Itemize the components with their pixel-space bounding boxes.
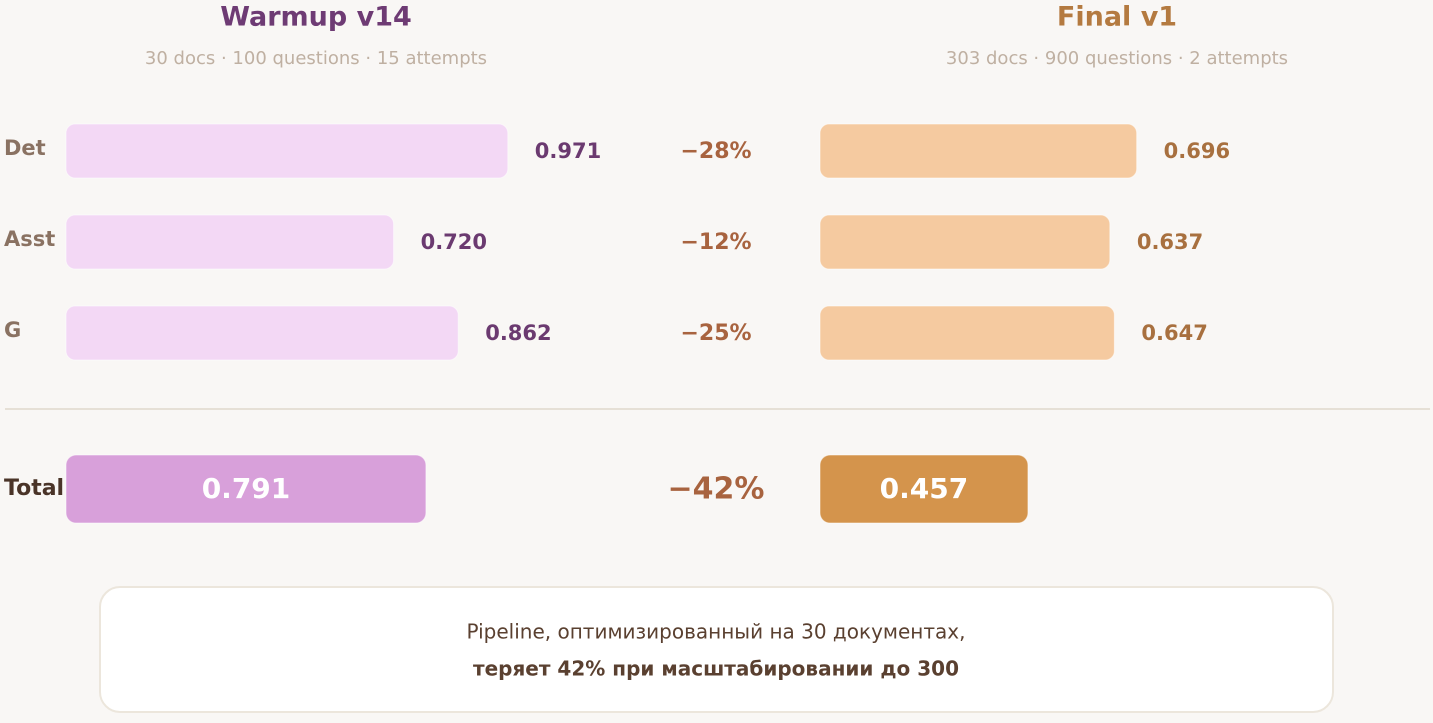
total-bar — [65, 454, 427, 524]
total-value: 0.457 — [880, 472, 969, 505]
bar — [65, 123, 509, 179]
note-box — [99, 586, 1334, 713]
bar — [65, 214, 395, 270]
value-label: 0.971 — [535, 139, 601, 163]
category-label: G — [4, 318, 21, 342]
bar — [819, 214, 1111, 270]
change-label: −28% — [680, 139, 751, 164]
value-label: 0.696 — [1164, 139, 1230, 163]
category-label: Asst — [4, 227, 55, 251]
series-subtitle: 303 docs · 900 questions · 2 attempts — [946, 48, 1288, 69]
series-title: Warmup v14 — [220, 2, 412, 33]
change-label: −25% — [680, 321, 751, 346]
series-title: Final v1 — [1057, 2, 1177, 33]
total-bar — [819, 454, 1029, 524]
bar — [65, 305, 459, 361]
value-label: 0.862 — [485, 321, 551, 345]
value-label: 0.647 — [1141, 321, 1207, 345]
bar — [819, 123, 1138, 179]
category-label: Det — [4, 136, 46, 160]
series-subtitle: 30 docs · 100 questions · 15 attempts — [145, 48, 487, 69]
bar — [819, 305, 1115, 361]
value-label: 0.637 — [1137, 230, 1203, 254]
note-line: Pipeline, оптимизированный на 30 докумен… — [467, 620, 966, 644]
note-emphasis: теряет 42% при масштабировании до 300 — [473, 657, 959, 681]
total-change: −42% — [668, 472, 765, 507]
total-value: 0.791 — [202, 472, 291, 505]
value-label: 0.720 — [421, 230, 487, 254]
total-label: Total — [4, 476, 64, 501]
change-label: −12% — [680, 230, 751, 255]
